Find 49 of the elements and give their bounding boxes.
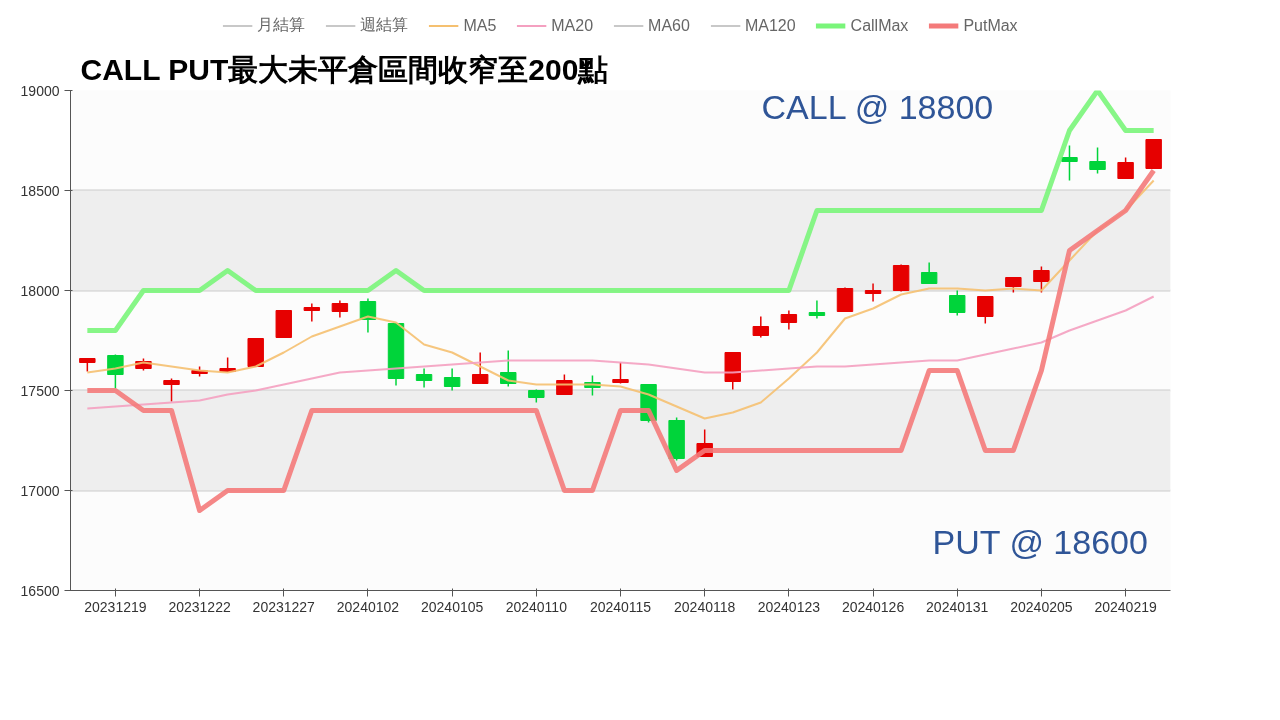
candlestick	[612, 361, 629, 385]
candlestick	[949, 289, 966, 317]
chart-title: CALL PUT最大未平倉區間收窄至200點	[80, 52, 609, 86]
annotation: PUT @ 18600	[932, 522, 1148, 561]
annotation: CALL @ 18800	[761, 87, 994, 126]
legend-label: MA20	[551, 16, 594, 34]
candlestick	[303, 302, 321, 323]
legend-label: 月結算	[257, 14, 306, 35]
line-series	[86, 179, 1155, 420]
candlestick	[471, 351, 489, 385]
legend-label: MA60	[648, 16, 690, 34]
x-tick-label: 20240126	[841, 598, 905, 615]
x-tick-label: 20240219	[1094, 598, 1157, 615]
x-tick-label: 20240115	[589, 598, 652, 615]
candlestick	[1117, 156, 1134, 180]
y-tick-label: 18500	[20, 182, 60, 199]
candlestick	[1061, 144, 1078, 182]
candlestick	[808, 299, 826, 320]
y-tick-label: 17500	[20, 382, 60, 399]
x-tick-label: 20231227	[252, 598, 316, 615]
x-tick-label: 20231222	[168, 598, 231, 615]
x-tick-label: 20240131	[926, 598, 989, 615]
x-tick-label: 20240205	[1010, 598, 1073, 615]
legend-label: MA5	[463, 16, 497, 34]
y-tick-label: 17000	[20, 482, 60, 499]
candlestick	[977, 295, 994, 325]
x-tick-label: 20231219	[84, 598, 147, 615]
candlestick	[864, 282, 882, 303]
candlestick	[752, 315, 770, 339]
x-tick-label: 20240123	[757, 598, 821, 615]
candlestick	[920, 261, 938, 285]
candlestick	[1033, 265, 1050, 294]
line-series	[86, 295, 1155, 410]
x-tick-label: 20240118	[674, 598, 736, 615]
x-tick-label: 20240110	[505, 598, 568, 615]
y-tick-label: 18000	[20, 282, 60, 299]
y-tick-label: 16500	[20, 582, 60, 599]
candlestick	[443, 367, 461, 392]
x-tick-label: 20240105	[420, 598, 484, 615]
legend-label: MA120	[744, 16, 796, 34]
legend-label: PutMax	[963, 16, 1018, 34]
candlestick	[780, 309, 798, 331]
candlestick	[163, 377, 180, 403]
y-tick-label: 19000	[20, 82, 60, 99]
x-tick-label: 20240102	[336, 598, 400, 615]
legend-label: 週結算	[360, 14, 409, 35]
legend-label: CallMax	[850, 16, 909, 34]
candlestick	[415, 367, 433, 389]
candlestick	[1089, 146, 1106, 175]
